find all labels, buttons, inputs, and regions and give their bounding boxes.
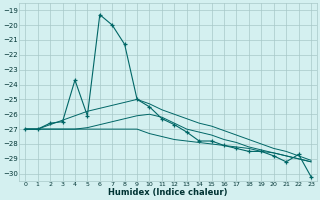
X-axis label: Humidex (Indice chaleur): Humidex (Indice chaleur) — [108, 188, 228, 197]
